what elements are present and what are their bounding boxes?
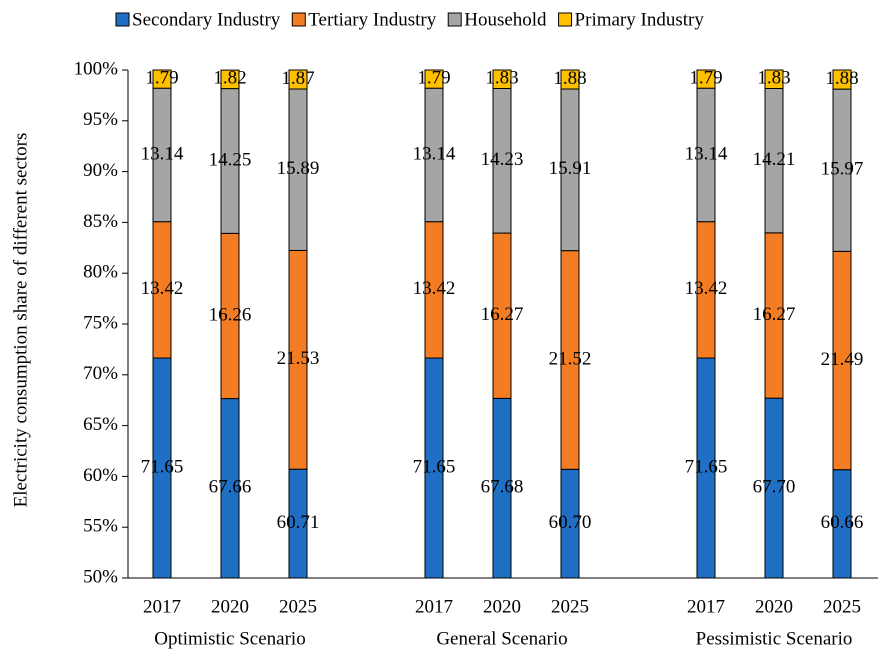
legend-swatch	[558, 12, 573, 27]
group-label: Optimistic Scenario	[154, 628, 305, 649]
x-tick-label: 2020	[483, 596, 521, 617]
data-label: 60.71	[277, 512, 320, 533]
data-label: 67.66	[209, 477, 252, 498]
data-label: 16.27	[753, 304, 796, 325]
data-label: 14.21	[753, 149, 796, 170]
data-label: 67.70	[753, 476, 796, 497]
data-label: 1.79	[145, 67, 178, 88]
data-label: 16.26	[209, 304, 252, 325]
data-label: 1.82	[213, 68, 246, 89]
bar-segment	[288, 69, 308, 90]
y-tick-label: 55%	[83, 516, 118, 537]
legend-label: Household	[464, 9, 547, 30]
legend-label: Tertiary Industry	[308, 9, 436, 30]
legend-label: Secondary Industry	[132, 9, 281, 30]
y-tick-label: 75%	[83, 312, 118, 333]
legend-label: Primary Industry	[575, 9, 705, 30]
bar-segment	[764, 69, 784, 89]
y-tick-label: 95%	[83, 109, 118, 130]
x-tick-label: 2025	[551, 596, 589, 617]
data-label: 71.65	[141, 456, 184, 477]
x-tick-label: 2017	[143, 596, 181, 617]
data-label: 21.49	[821, 349, 864, 370]
data-label: 13.14	[141, 143, 184, 164]
x-tick-label: 2025	[279, 596, 317, 617]
data-label: 13.14	[413, 143, 456, 164]
data-label: 1.79	[417, 67, 450, 88]
data-label: 1.88	[825, 68, 858, 89]
bar-segment	[832, 69, 852, 90]
y-tick-label: 90%	[83, 160, 118, 181]
data-label: 1.88	[553, 68, 586, 89]
bar-segment	[152, 69, 172, 89]
data-label: 14.23	[481, 149, 524, 170]
bar-segment	[492, 69, 512, 89]
legend-swatch	[291, 12, 306, 27]
data-label: 21.52	[549, 348, 592, 369]
y-tick-label: 85%	[83, 211, 118, 232]
data-label: 13.42	[685, 278, 728, 299]
y-tick-label: 65%	[83, 414, 118, 435]
bar-segment	[220, 69, 240, 90]
y-tick-label: 50%	[83, 566, 118, 587]
data-label: 14.25	[209, 149, 252, 170]
x-tick-label: 2020	[211, 596, 249, 617]
y-tick-label: 70%	[83, 363, 118, 384]
data-label: 1.87	[281, 68, 314, 89]
data-label: 60.66	[821, 512, 864, 533]
data-label: 15.89	[277, 158, 320, 179]
bar-segment	[424, 69, 444, 89]
data-label: 1.79	[689, 67, 722, 88]
data-label: 67.68	[481, 477, 524, 498]
x-tick-label: 2017	[415, 596, 453, 617]
legend-swatch	[115, 12, 130, 27]
bar-segment	[696, 69, 716, 89]
x-tick-label: 2025	[823, 596, 861, 617]
data-label: 13.14	[685, 143, 728, 164]
y-tick-label: 60%	[83, 465, 118, 486]
group-label: Pessimistic Scenario	[696, 628, 853, 649]
y-tick-label: 80%	[83, 262, 118, 283]
data-label: 1.83	[485, 68, 518, 89]
y-tick-label: 100%	[74, 58, 119, 79]
data-label: 21.53	[277, 348, 320, 369]
data-label: 15.91	[549, 158, 592, 179]
bar-segment	[560, 69, 580, 90]
data-label: 13.42	[413, 278, 456, 299]
x-tick-label: 2017	[687, 596, 725, 617]
legend-swatch	[447, 12, 462, 27]
data-label: 60.70	[549, 512, 592, 533]
data-label: 71.65	[685, 456, 728, 477]
data-label: 1.83	[757, 68, 790, 89]
data-label: 15.97	[821, 159, 864, 180]
data-label: 13.42	[141, 278, 184, 299]
data-label: 16.27	[481, 304, 524, 325]
y-axis-title: Electricity consumption share of differe…	[10, 133, 31, 508]
x-tick-label: 2020	[755, 596, 793, 617]
data-label: 71.65	[413, 456, 456, 477]
group-label: General Scenario	[436, 628, 567, 649]
